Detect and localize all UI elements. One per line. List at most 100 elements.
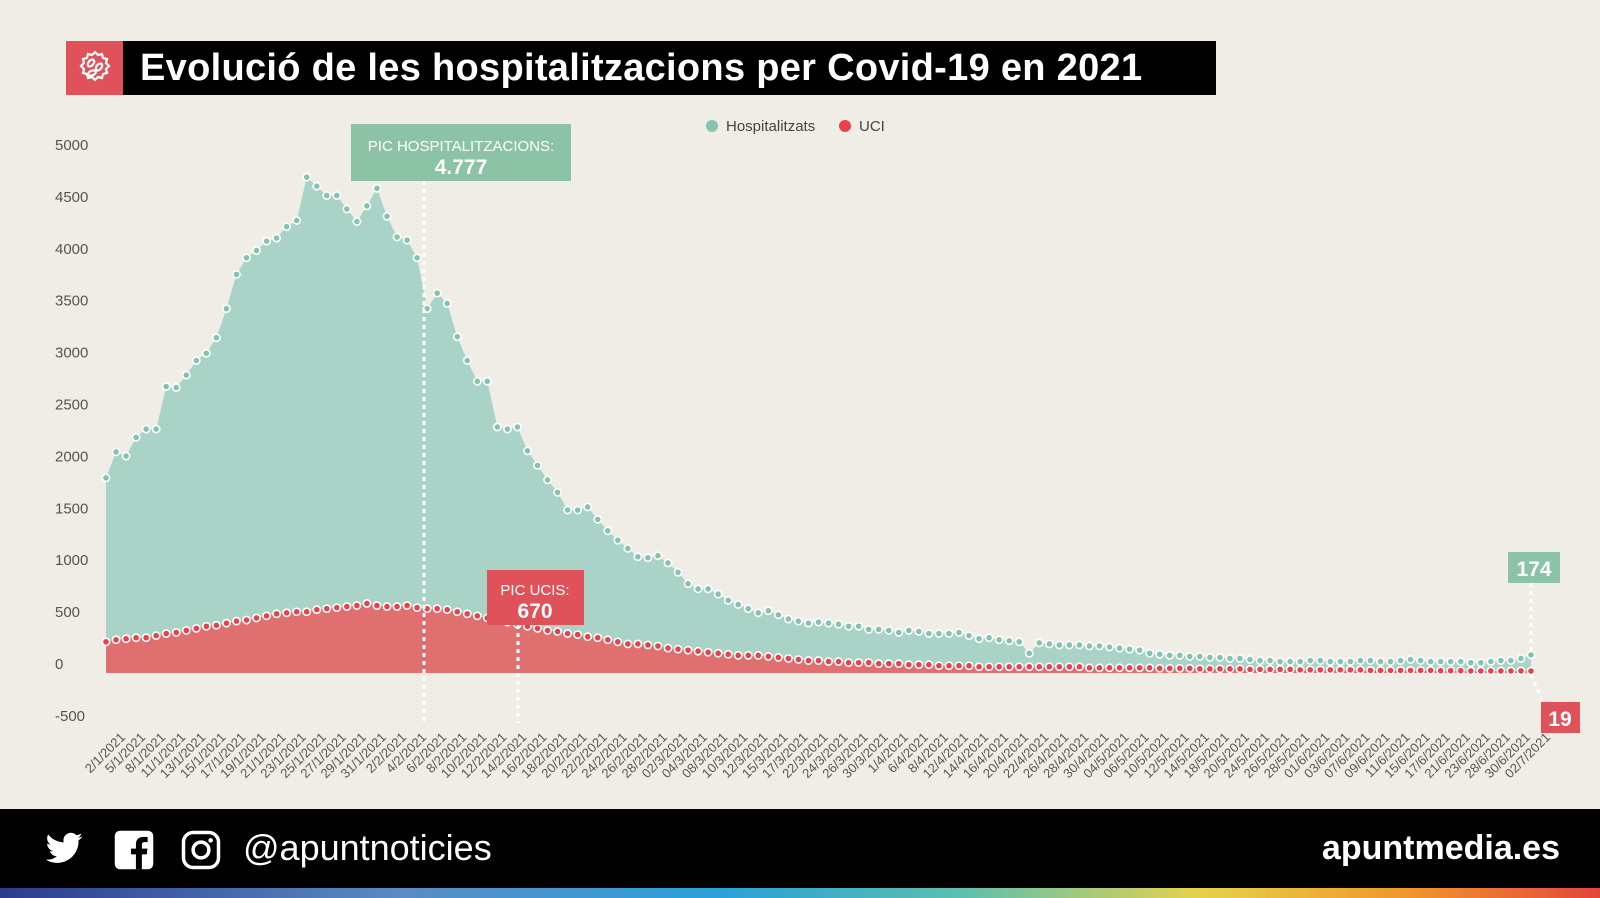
data-point-hospitalitzats <box>332 191 342 200</box>
data-point-hospitalitzats <box>1295 657 1305 666</box>
data-point-hospitalitzats <box>161 382 171 391</box>
data-point-hospitalitzats <box>783 614 793 624</box>
data-point-hospitalitzats <box>1205 653 1215 662</box>
data-point-uci <box>272 609 281 619</box>
data-point-hospitalitzats <box>1034 638 1044 648</box>
data-point-hospitalitzats <box>1075 640 1084 650</box>
data-point-hospitalitzats <box>262 236 271 246</box>
data-point-uci <box>332 603 342 613</box>
data-point-uci <box>964 661 974 671</box>
data-point-hospitalitzats <box>151 424 161 434</box>
data-point-hospitalitzats <box>1105 642 1114 652</box>
instagram-icon[interactable] <box>180 829 222 871</box>
twitter-icon[interactable] <box>42 829 86 869</box>
data-point-hospitalitzats <box>643 553 653 563</box>
data-point-uci <box>211 620 221 630</box>
data-point-hospitalitzats <box>1155 649 1165 659</box>
color-strip <box>0 888 1600 898</box>
data-point-hospitalitzats <box>944 629 954 638</box>
data-point-hospitalitzats <box>1245 655 1255 664</box>
data-point-uci <box>1466 666 1476 676</box>
data-point-uci <box>1376 666 1385 675</box>
data-point-hospitalitzats <box>573 505 583 515</box>
data-point-hospitalitzats <box>442 299 452 308</box>
data-point-uci <box>1185 663 1195 673</box>
data-point-uci <box>1054 662 1064 672</box>
data-point-uci <box>1014 662 1024 672</box>
data-point-uci <box>342 602 352 611</box>
data-point-hospitalitzats <box>673 567 683 577</box>
data-point-uci <box>362 599 372 608</box>
data-point-hospitalitzats <box>111 447 121 457</box>
data-point-uci <box>773 653 783 662</box>
data-point-hospitalitzats <box>322 191 332 200</box>
data-point-uci <box>794 655 803 664</box>
data-point-uci <box>412 603 422 613</box>
data-point-hospitalitzats <box>523 446 532 456</box>
y-tick-label: 1000 <box>55 552 88 569</box>
data-point-hospitalitzats <box>1345 657 1355 666</box>
data-point-uci <box>232 616 241 626</box>
data-point-hospitalitzats <box>794 616 803 626</box>
data-point-uci <box>1356 665 1365 675</box>
data-point-uci <box>954 661 964 671</box>
data-point-hospitalitzats <box>914 627 924 636</box>
data-point-uci <box>693 646 703 656</box>
data-point-uci <box>613 637 623 647</box>
data-point-hospitalitzats <box>1275 657 1285 666</box>
peak-hosp-box <box>351 124 571 181</box>
data-point-uci <box>262 611 271 621</box>
data-point-uci <box>673 644 683 654</box>
data-point-hospitalitzats <box>1115 643 1124 653</box>
data-point-hospitalitzats <box>1396 656 1405 665</box>
facebook-icon[interactable] <box>113 829 155 871</box>
data-point-uci <box>402 601 412 610</box>
data-point-hospitalitzats <box>432 288 442 298</box>
data-point-hospitalitzats <box>1356 656 1365 665</box>
data-point-hospitalitzats <box>302 172 312 182</box>
data-point-hospitalitzats <box>553 487 562 497</box>
data-point-hospitalitzats <box>382 211 392 221</box>
data-point-uci <box>1145 663 1155 673</box>
data-point-uci <box>904 660 914 670</box>
data-point-uci <box>1456 666 1466 676</box>
last-uci-line <box>1529 674 1545 703</box>
data-point-hospitalitzats <box>663 558 673 568</box>
data-point-hospitalitzats <box>1285 657 1295 666</box>
data-point-hospitalitzats <box>964 631 974 641</box>
data-point-uci <box>683 645 693 655</box>
data-point-hospitalitzats <box>1085 641 1094 651</box>
data-point-hospitalitzats <box>312 181 322 191</box>
data-point-hospitalitzats <box>1506 656 1516 665</box>
peak-hosp-label: PIC HOSPITALITZACIONS: <box>368 138 554 155</box>
data-point-hospitalitzats <box>1325 657 1335 666</box>
data-point-hospitalitzats <box>1185 651 1195 661</box>
data-point-hospitalitzats <box>272 233 281 243</box>
data-point-hospitalitzats <box>1004 636 1014 646</box>
data-point-hospitalitzats <box>1315 656 1325 665</box>
data-point-uci <box>1195 664 1205 674</box>
data-point-uci <box>553 627 562 636</box>
data-point-hospitalitzats <box>141 424 151 434</box>
y-tick-label: -500 <box>55 708 85 725</box>
social-handle[interactable]: @apuntnoticies <box>243 827 492 868</box>
data-point-uci <box>1486 666 1496 676</box>
data-point-hospitalitzats <box>924 629 934 638</box>
data-point-uci <box>543 626 552 635</box>
data-point-uci <box>1265 664 1275 674</box>
data-point-hospitalitzats <box>894 628 904 637</box>
peak-uci-box <box>487 570 584 625</box>
data-point-hospitalitzats <box>593 514 603 524</box>
website-link[interactable]: apuntmedia.es <box>1321 829 1560 867</box>
peak-uci-label: PIC UCIS: <box>500 582 569 599</box>
data-point-uci <box>884 659 894 669</box>
data-point-uci <box>1205 664 1215 674</box>
data-point-hospitalitzats <box>1044 639 1054 649</box>
data-point-uci <box>1446 666 1456 676</box>
data-point-uci <box>121 634 131 644</box>
data-point-hospitalitzats <box>804 618 813 628</box>
legend-label: Hospitalitzats <box>726 118 815 135</box>
data-point-uci <box>322 604 332 614</box>
data-point-hospitalitzats <box>362 201 372 211</box>
data-point-hospitalitzats <box>533 460 542 470</box>
